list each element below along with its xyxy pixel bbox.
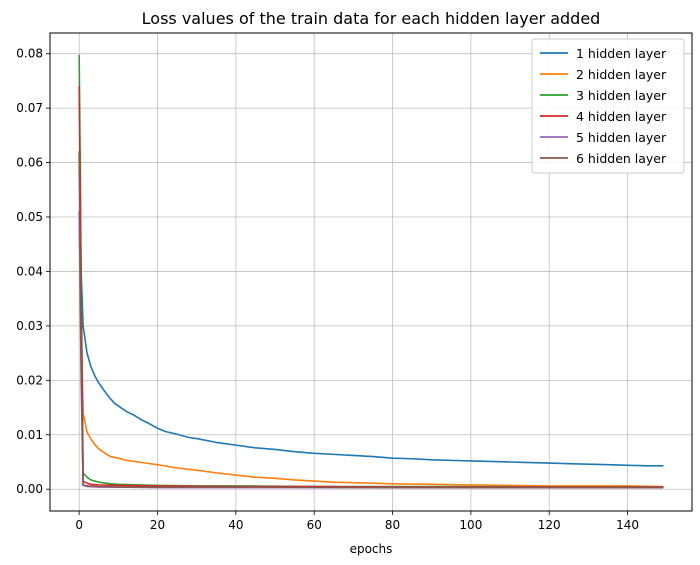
grid	[50, 33, 692, 511]
x-axis-label: epochs	[350, 542, 393, 556]
series-line-1	[78, 156, 664, 467]
legend-box	[531, 38, 685, 174]
series-line-6	[78, 150, 664, 489]
legend-label: 2 hidden layer	[576, 67, 667, 82]
series-line-2	[78, 210, 664, 488]
y-tick-label: 0.04	[16, 264, 43, 278]
y-tick-label: 0.05	[16, 210, 43, 224]
y-tick-label: 0.08	[16, 47, 43, 61]
x-tick-label: 20	[150, 518, 165, 532]
y-tick-label: 0.01	[16, 428, 43, 442]
x-tick-label: 100	[459, 518, 482, 532]
x-tick-label: 120	[538, 518, 561, 532]
plot-frame	[49, 32, 693, 512]
x-tick-label: 0	[75, 518, 83, 532]
x-tick-label: 60	[307, 518, 322, 532]
y-tick-label: 0.00	[16, 482, 43, 496]
x-tick-label: 140	[616, 518, 639, 532]
legend-label: 3 hidden layer	[576, 88, 667, 103]
legend-label: 5 hidden layer	[576, 130, 667, 145]
axis-ticks: 0 20 40 60 80 100 120 140 0.00 0.01 0.02 0.03 0.04 0.…	[16, 47, 639, 532]
series-lines	[78, 54, 664, 489]
x-tick-label: 80	[385, 518, 400, 532]
y-tick-label: 0.03	[16, 319, 43, 333]
legend-label: 1 hidden layer	[576, 46, 667, 61]
y-tick-label: 0.06	[16, 156, 43, 170]
legend-label: 4 hidden layer	[576, 109, 667, 124]
chart-title: Loss values of the train data for each h…	[142, 9, 601, 28]
y-tick-label: 0.02	[16, 373, 43, 387]
x-tick-label: 40	[228, 518, 243, 532]
legend-label: 6 hidden layer	[576, 151, 667, 166]
y-tick-label: 0.07	[16, 101, 43, 115]
legend: 1 hidden layer 2 hidden layer 3 hidden lay…	[531, 38, 685, 174]
series-line-5	[78, 210, 664, 489]
